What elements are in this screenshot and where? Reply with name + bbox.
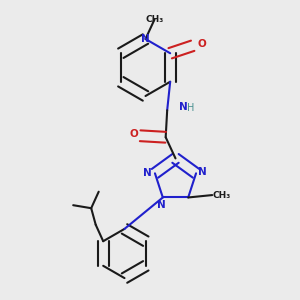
Text: N: N (179, 102, 188, 112)
Text: N: N (198, 167, 207, 177)
Text: H: H (187, 103, 194, 113)
Text: CH₃: CH₃ (146, 15, 164, 24)
Text: N: N (143, 168, 152, 178)
Text: O: O (197, 39, 206, 49)
Text: CH₃: CH₃ (213, 190, 231, 200)
Text: N: N (157, 200, 166, 210)
Text: N: N (141, 34, 150, 44)
Text: O: O (130, 129, 139, 139)
